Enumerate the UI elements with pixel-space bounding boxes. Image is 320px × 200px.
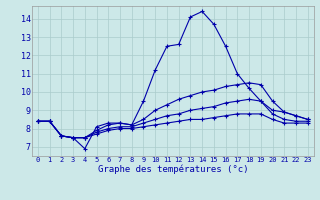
X-axis label: Graphe des températures (°c): Graphe des températures (°c)	[98, 165, 248, 174]
